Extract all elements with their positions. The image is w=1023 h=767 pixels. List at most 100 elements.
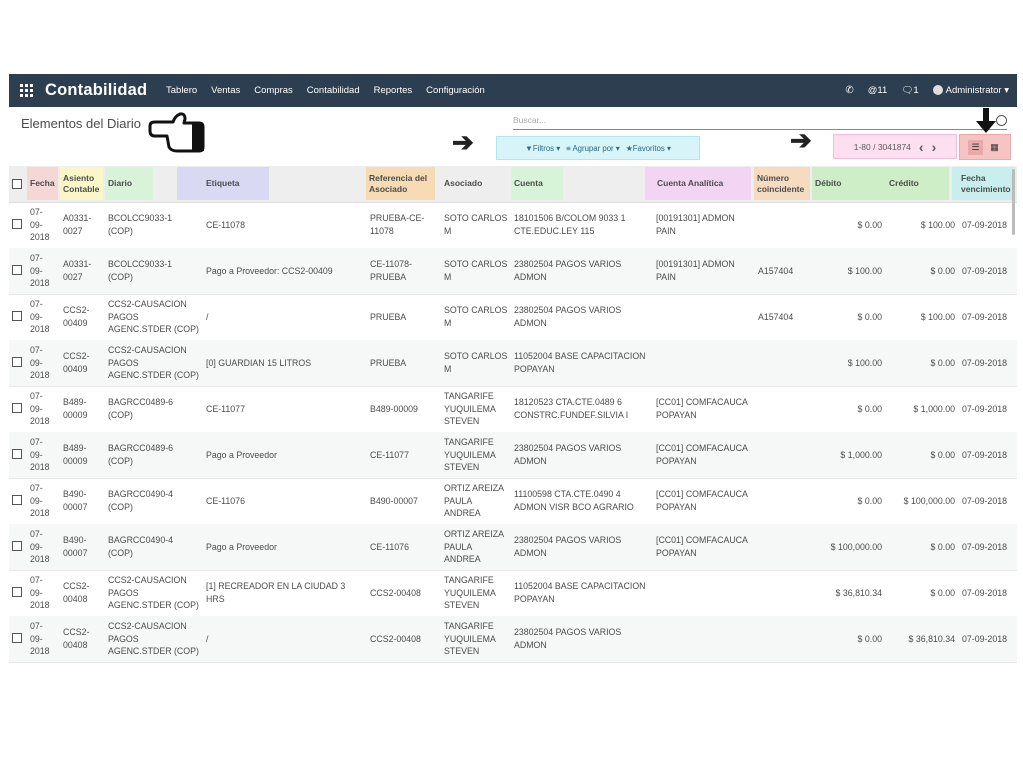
cell-debito: $ 100,000.00 bbox=[830, 541, 882, 552]
menu-item-contabilidad[interactable]: Contabilidad bbox=[306, 85, 360, 96]
cell-asociado: TANGARIFE YUQUILEMA STEVEN bbox=[444, 620, 496, 657]
cell-referencia: CE-11076 bbox=[370, 541, 409, 552]
user-menu[interactable]: Administrator ▾ bbox=[932, 85, 1009, 96]
cell-cuenta: 11052004 BASE CAPACITACION POPAYAN bbox=[514, 351, 646, 374]
row-checkbox[interactable] bbox=[12, 265, 22, 275]
column-header-analitica[interactable]: Cuenta Analítica bbox=[645, 167, 751, 200]
cell-fecha: 07- 09- 2018 bbox=[30, 436, 50, 473]
pager-value[interactable]: 1-80 / 3041874 bbox=[853, 141, 911, 152]
arrow-right-icon: ➔ bbox=[452, 127, 474, 157]
cell-asiento: CCS2- 00409 bbox=[63, 305, 90, 328]
row-checkbox[interactable] bbox=[12, 311, 22, 321]
cell-asiento: CCS2- 00408 bbox=[63, 627, 90, 650]
row-checkbox[interactable] bbox=[12, 633, 22, 643]
star-icon: ★ bbox=[625, 143, 633, 153]
apps-menu-icon[interactable] bbox=[20, 84, 33, 97]
table-row[interactable]: 07- 09- 2018 B489- 00009 BAGRCC0489-6 (C… bbox=[9, 432, 1017, 479]
cell-asociado: SOTO CARLOS M bbox=[444, 259, 508, 282]
cell-analitica: [00191301] ADMON PAIN bbox=[656, 259, 735, 282]
cell-diario: CCS2-CAUSACION PAGOS AGENC.STDER (COP) bbox=[108, 344, 199, 381]
cell-diario: BAGRCC0490-4 (COP) bbox=[108, 489, 174, 512]
cell-numero bbox=[758, 432, 814, 478]
row-checkbox[interactable] bbox=[12, 449, 22, 459]
cell-cuenta: 23802504 PAGOS VARIOS ADMON bbox=[514, 535, 622, 558]
row-checkbox[interactable] bbox=[12, 587, 22, 597]
column-header-referencia[interactable]: Referencia del Asociado bbox=[366, 167, 435, 200]
column-header-credito[interactable]: Crédito bbox=[889, 178, 919, 188]
search-placeholder: Buscar... bbox=[513, 115, 547, 125]
menu-item-configuracion[interactable]: Configuración bbox=[426, 85, 485, 96]
table-row[interactable]: 07- 09- 2018 A0331- 0027 BCOLCC9033-1 (C… bbox=[9, 248, 1017, 295]
search-input[interactable]: Buscar... bbox=[513, 115, 1007, 130]
table-row[interactable]: 07- 09- 2018 B489- 00009 BAGRCC0489-6 (C… bbox=[9, 386, 1017, 433]
column-header-asociado[interactable]: Asociado bbox=[444, 178, 483, 188]
phone-icon[interactable]: ✆ bbox=[845, 85, 854, 96]
cell-numero bbox=[758, 524, 814, 570]
favorites-button[interactable]: ★Favoritos ▾ bbox=[625, 143, 671, 153]
cell-debito: $ 0.00 bbox=[857, 219, 882, 230]
table-header: Fecha Asiento Contable Diario Etiqueta R… bbox=[9, 166, 1017, 203]
filter-icon: ▼ bbox=[525, 143, 533, 153]
messages-button[interactable]: 🗨1 bbox=[901, 85, 918, 96]
search-icon[interactable] bbox=[996, 115, 1007, 126]
cell-debito: $ 100.00 bbox=[847, 357, 882, 368]
column-header-numero[interactable]: Número coincidente bbox=[754, 167, 810, 200]
cell-etiqueta: [1] RECREADOR EN LA CIUDAD 3 HRS bbox=[206, 581, 346, 604]
table-row[interactable]: 07- 09- 2018 CCS2- 00409 CCS2-CAUSACION … bbox=[9, 294, 1017, 341]
cell-numero bbox=[758, 478, 814, 524]
filters-button[interactable]: ▼Filtros ▾ bbox=[525, 143, 561, 153]
row-checkbox[interactable] bbox=[12, 541, 22, 551]
cell-credito: $ 100,000.00 bbox=[903, 495, 955, 506]
column-header-etiqueta[interactable]: Etiqueta bbox=[177, 167, 269, 200]
cell-fecha: 07- 09- 2018 bbox=[30, 390, 50, 427]
select-all-checkbox[interactable] bbox=[12, 179, 22, 189]
column-header-debito[interactable]: Débito Crédito bbox=[812, 167, 949, 200]
top-navbar: Contabilidad Tablero Ventas Compras Cont… bbox=[9, 74, 1017, 107]
cell-vencimiento: 07-09-2018 bbox=[962, 449, 1007, 460]
cell-asiento: B489- 00009 bbox=[63, 443, 88, 466]
list-view-icon[interactable]: ☰ bbox=[968, 139, 983, 155]
cell-asociado: SOTO CARLOS M bbox=[444, 351, 508, 374]
menu-item-reportes[interactable]: Reportes bbox=[373, 85, 413, 96]
group-by-button[interactable]: ≡ Agrupar por ▾ bbox=[566, 143, 620, 153]
cell-asiento: B489- 00009 bbox=[63, 397, 88, 420]
cell-asiento: CCS2- 00408 bbox=[63, 581, 90, 604]
table-row[interactable]: 07- 09- 2018 CCS2- 00408 CCS2-CAUSACION … bbox=[9, 616, 1017, 663]
cell-debito: $ 0.00 bbox=[857, 633, 882, 644]
menu-item-tablero[interactable]: Tablero bbox=[166, 85, 198, 96]
cell-fecha: 07- 09- 2018 bbox=[30, 620, 50, 657]
column-header-vencimiento[interactable]: Fecha vencimiento bbox=[952, 167, 1015, 200]
cell-etiqueta: CE-11078 bbox=[206, 219, 245, 230]
table-row[interactable]: 07- 09- 2018 CCS2- 00409 CCS2-CAUSACION … bbox=[9, 340, 1017, 387]
column-header-diario[interactable]: Diario bbox=[105, 167, 153, 200]
cell-vencimiento: 07-09-2018 bbox=[962, 587, 1007, 598]
pivot-view-icon[interactable]: ▦ bbox=[990, 141, 999, 152]
cell-debito: $ 36,810.34 bbox=[835, 587, 882, 598]
row-checkbox[interactable] bbox=[12, 219, 22, 229]
table-row[interactable]: 07- 09- 2018 A0331- 0027 BCOLCC9033-1 (C… bbox=[9, 202, 1017, 249]
cell-etiqueta: CE-11076 bbox=[206, 495, 245, 506]
table-row[interactable]: 07- 09- 2018 CCS2- 00408 CCS2-CAUSACION … bbox=[9, 570, 1017, 617]
cell-asociado: ORTIZ AREIZA PAULA ANDREA bbox=[444, 528, 504, 565]
menu-item-compras[interactable]: Compras bbox=[254, 85, 293, 96]
scrollbar[interactable] bbox=[1012, 169, 1015, 235]
cell-analitica bbox=[656, 616, 756, 662]
column-header-cuenta[interactable]: Cuenta bbox=[511, 167, 563, 200]
cell-numero bbox=[758, 386, 814, 432]
cell-asiento: B490- 00007 bbox=[63, 535, 88, 558]
row-checkbox[interactable] bbox=[12, 357, 22, 367]
column-header-fecha[interactable]: Fecha bbox=[27, 167, 58, 200]
mentions-counter[interactable]: @11 bbox=[867, 85, 888, 96]
cell-asociado: SOTO CARLOS M bbox=[444, 213, 508, 236]
row-checkbox[interactable] bbox=[12, 495, 22, 505]
cell-credito: $ 1,000.00 bbox=[913, 403, 955, 414]
pager-prev-button[interactable]: ‹ bbox=[918, 138, 924, 155]
column-header-asiento[interactable]: Asiento Contable bbox=[60, 167, 103, 200]
row-checkbox[interactable] bbox=[12, 403, 22, 413]
menu-item-ventas[interactable]: Ventas bbox=[211, 85, 241, 96]
cell-numero bbox=[758, 340, 814, 386]
table-row[interactable]: 07- 09- 2018 B490- 00007 BAGRCC0490-4 (C… bbox=[9, 478, 1017, 525]
cell-referencia: CCS2-00408 bbox=[370, 587, 421, 598]
table-row[interactable]: 07- 09- 2018 B490- 00007 BAGRCC0490-4 (C… bbox=[9, 524, 1017, 571]
pager-next-button[interactable]: › bbox=[931, 138, 937, 155]
